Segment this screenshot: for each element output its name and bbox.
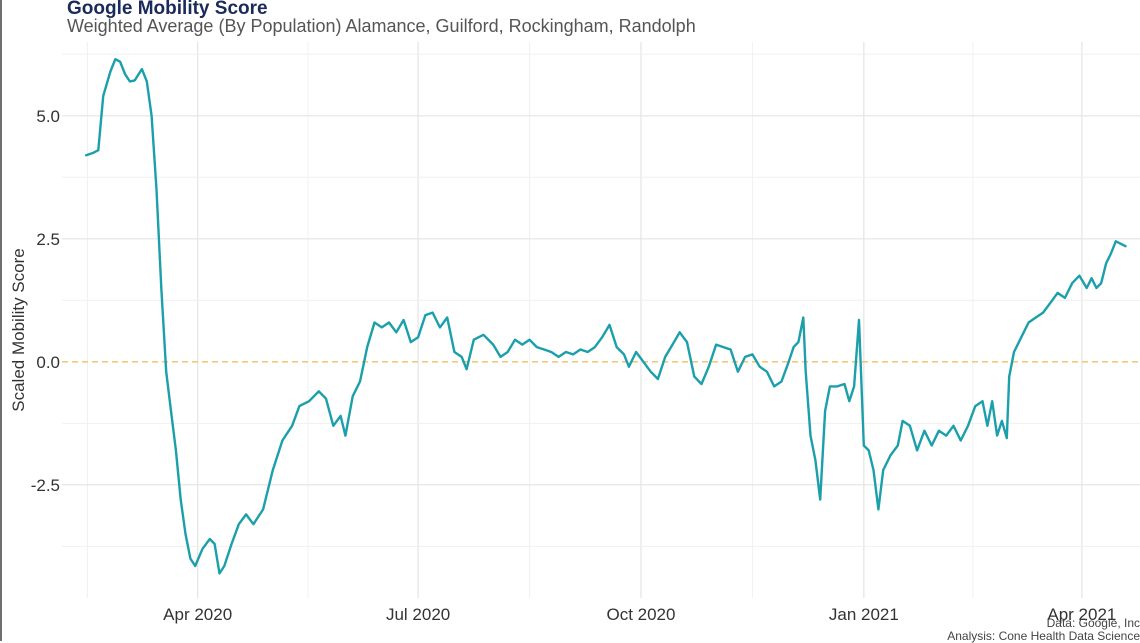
chart-title: Google Mobility Score bbox=[67, 0, 268, 19]
grid bbox=[62, 42, 1140, 598]
x-tick-label: Jul 2020 bbox=[386, 605, 450, 624]
x-tick-label: Oct 2020 bbox=[606, 605, 675, 624]
left-border bbox=[0, 0, 2, 641]
y-tick-label: 5.0 bbox=[36, 107, 60, 126]
caption-data-source: Data: Google, Inc bbox=[1046, 616, 1140, 630]
x-tick-label: Jan 2021 bbox=[829, 605, 899, 624]
y-axis-label: Scaled Mobility Score bbox=[9, 248, 28, 411]
y-tick-label: 0.0 bbox=[36, 353, 60, 372]
y-tick-label: -2.5 bbox=[31, 476, 60, 495]
y-axis-ticks: 5.0 2.5 0.0 -2.5 bbox=[31, 107, 60, 495]
y-tick-label: 2.5 bbox=[36, 230, 60, 249]
chart-subtitle: Weighted Average (By Population) Alamanc… bbox=[67, 16, 696, 36]
x-tick-label: Apr 2021 bbox=[1047, 605, 1116, 624]
series-line bbox=[85, 58, 1127, 575]
x-tick-label: Apr 2020 bbox=[163, 605, 232, 624]
x-axis-ticks: Apr 2020 Jul 2020 Oct 2020 Jan 2021 Apr 2021 bbox=[163, 605, 1116, 624]
caption-analysis: Analysis: Cone Health Data Science bbox=[947, 629, 1140, 643]
